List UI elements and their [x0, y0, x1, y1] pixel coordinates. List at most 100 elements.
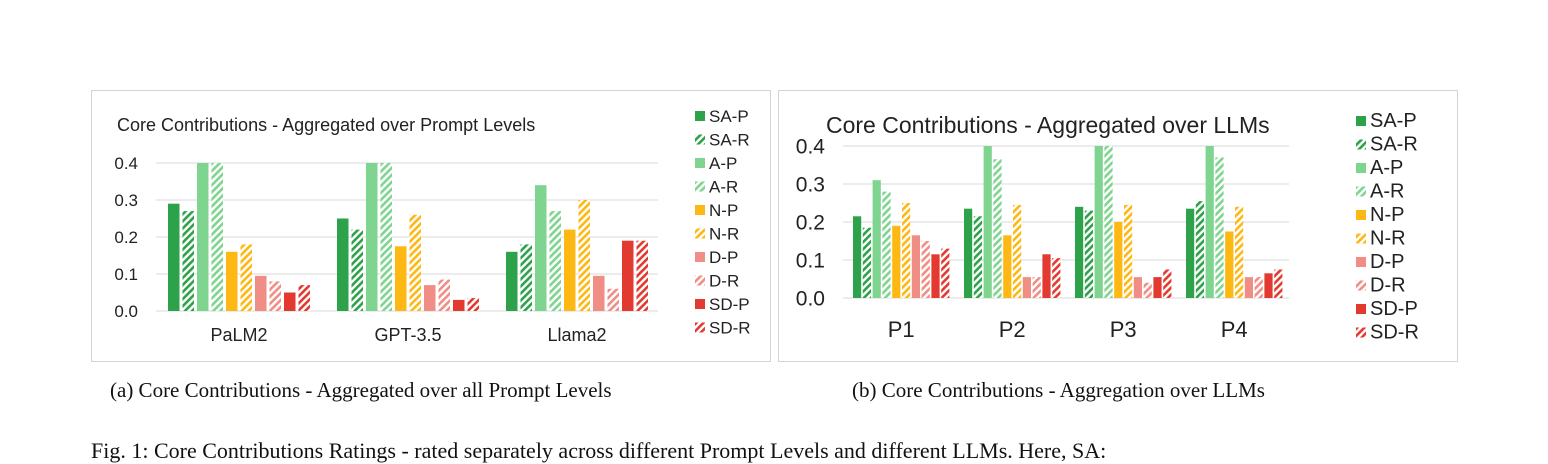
chart-b-bar-sd-p-p2 [1042, 254, 1051, 298]
chart-a-bar-sd-p-palm2 [284, 292, 296, 311]
chart-a-bar-a-r-palm2 [211, 163, 223, 311]
chart-b-bar-sa-r-p1 [862, 227, 871, 298]
legend-label-a-r: A-R [709, 178, 738, 197]
chart-a-category-label: Llama2 [547, 325, 606, 345]
chart-a-ytick-label: 0.0 [114, 302, 138, 321]
chart-a-bar-a-p-palm2 [197, 163, 209, 311]
legend-label-sd-r: SD-R [1370, 322, 1419, 344]
chart-b-bar-sd-p-p3 [1153, 277, 1162, 298]
legend-swatch-a-r [695, 181, 705, 192]
chart-b-bar-n-p-p2 [1003, 235, 1012, 298]
chart-b-bar-d-p-p1 [911, 235, 920, 298]
legend-label-sa-r: SA-R [709, 131, 750, 150]
chart-a-bar-n-p-llama2 [564, 229, 576, 311]
legend-label-sd-r: SD-R [709, 319, 751, 338]
legend-swatch-sa-r [1356, 139, 1366, 150]
legend-swatch-sd-p [695, 299, 705, 309]
chart-a-bar-n-r-palm2 [240, 244, 252, 311]
legend-label-a-r: A-R [1370, 181, 1404, 203]
legend-label-sa-r: SA-R [1370, 134, 1418, 156]
subfigure-caption-b: (b) Core Contributions - Aggregation ove… [852, 378, 1265, 402]
chart-b-ytick-label: 0.1 [796, 249, 825, 272]
chart-b-title: Core Contributions - Aggregated over LLM… [826, 112, 1270, 138]
chart-b-bar-d-r-p4 [1254, 277, 1263, 298]
legend-label-sd-p: SD-P [1370, 298, 1418, 320]
chart-a-bar-d-r-gpt35 [438, 279, 450, 311]
chart-a-bar-a-r-llama2 [549, 211, 561, 311]
legend-label-d-p: D-P [709, 248, 738, 267]
legend-label-n-r: N-R [1370, 228, 1406, 250]
chart-a-bar-sd-p-llama2 [622, 240, 634, 311]
chart-b-bar-a-p-p3 [1094, 146, 1103, 298]
chart-a-bar-a-p-gpt35 [366, 163, 378, 311]
chart-b-ytick-label: 0.0 [796, 287, 825, 310]
chart-b-bar-a-p-p4 [1205, 146, 1214, 298]
chart-a-bar-sd-r-palm2 [298, 285, 310, 311]
legend-swatch-sa-r [695, 134, 705, 145]
chart-a-bar-n-r-llama2 [578, 200, 590, 311]
legend-label-sd-p: SD-P [709, 295, 750, 314]
legend-swatch-n-p [1356, 210, 1366, 220]
chart-b-bar-d-r-p1 [921, 241, 930, 298]
chart-b-category-label: P2 [999, 317, 1026, 342]
chart-a-legend: SA-P SA-R A-P A-R N-P N-R D-P D-R SD-P SD-R [695, 107, 751, 338]
chart-a-category-label: GPT-3.5 [374, 325, 441, 345]
chart-panel-b: Core Contributions - Aggregated over LLM… [778, 90, 1458, 362]
legend-swatch-d-p [695, 252, 705, 262]
legend-label-d-r: D-R [1370, 275, 1406, 297]
chart-b-bar-n-r-p2 [1013, 204, 1022, 298]
chart-b-bar-a-r-p1 [882, 191, 891, 298]
legend-swatch-d-p [1356, 257, 1366, 267]
chart-b-bar-d-p-p2 [1022, 277, 1031, 298]
chart-b-bar-n-r-p4 [1235, 206, 1244, 298]
chart-a-bar-n-r-gpt35 [409, 214, 421, 311]
legend-swatch-sd-r [1356, 327, 1366, 338]
legend-label-sa-p: SA-P [1370, 110, 1417, 132]
chart-b-bar-n-r-p3 [1124, 204, 1133, 298]
chart-b-bar-sd-r-p3 [1163, 269, 1172, 298]
chart-b-bar-sa-r-p4 [1195, 201, 1204, 298]
chart-b-bar-n-p-p1 [892, 225, 901, 298]
chart-panel-a: Core Contributions - Aggregated over Pro… [91, 90, 771, 362]
chart-a-bar-sd-r-gpt35 [467, 298, 479, 311]
chart-a-bar-sa-r-llama2 [520, 244, 532, 311]
legend-swatch-n-p [695, 205, 705, 215]
legend-swatch-n-r [1356, 233, 1366, 244]
legend-label-n-r: N-R [709, 225, 739, 244]
chart-b-bar-sa-p-p4 [1186, 208, 1195, 298]
chart-b-bar-sd-p-p1 [931, 254, 940, 298]
chart-b-bar-a-p-p2 [983, 146, 992, 298]
chart-b-bar-n-r-p1 [902, 203, 911, 298]
chart-b-bar-n-p-p3 [1114, 222, 1123, 298]
chart-b-bar-a-r-p3 [1104, 146, 1113, 298]
chart-b-bar-d-r-p3 [1143, 282, 1152, 298]
chart-b-svg: Core Contributions - Aggregated over LLM… [796, 110, 1419, 344]
chart-a-bar-sa-p-llama2 [506, 251, 518, 311]
chart-a-bar-n-p-gpt35 [395, 246, 407, 311]
legend-swatch-d-r [695, 275, 705, 286]
chart-b-bar-n-p-p4 [1225, 231, 1234, 298]
legend-swatch-sd-p [1356, 304, 1366, 314]
chart-b-bar-sa-r-p3 [1084, 210, 1093, 298]
chart-b-bar-d-p-p3 [1133, 277, 1142, 298]
chart-a-ytick-label: 0.1 [114, 265, 138, 284]
chart-a-bar-d-r-palm2 [269, 281, 281, 311]
chart-b-category-label: P4 [1221, 317, 1248, 342]
chart-b-bar-sd-p-p4 [1264, 273, 1273, 298]
legend-label-d-p: D-P [1370, 251, 1404, 273]
legend-label-n-p: N-P [709, 201, 738, 220]
chart-b-bar-sa-p-p3 [1075, 206, 1084, 298]
chart-a-svg: Core Contributions - Aggregated over Pro… [114, 107, 751, 345]
legend-label-sa-p: SA-P [709, 107, 749, 126]
legend-swatch-n-r [695, 228, 705, 239]
chart-b-bar-sa-p-p1 [853, 216, 862, 298]
chart-a-ytick-label: 0.2 [114, 228, 138, 247]
chart-b-ytick-label: 0.3 [796, 173, 825, 196]
legend-label-a-p: A-P [1370, 157, 1403, 179]
legend-swatch-sd-r [695, 322, 705, 333]
chart-a-ytick-label: 0.4 [114, 154, 138, 173]
legend-label-d-r: D-R [709, 272, 739, 291]
legend-label-a-p: A-P [709, 154, 737, 173]
chart-a-bar-d-r-llama2 [607, 288, 619, 311]
chart-a-bar-sd-r-llama2 [636, 240, 648, 311]
